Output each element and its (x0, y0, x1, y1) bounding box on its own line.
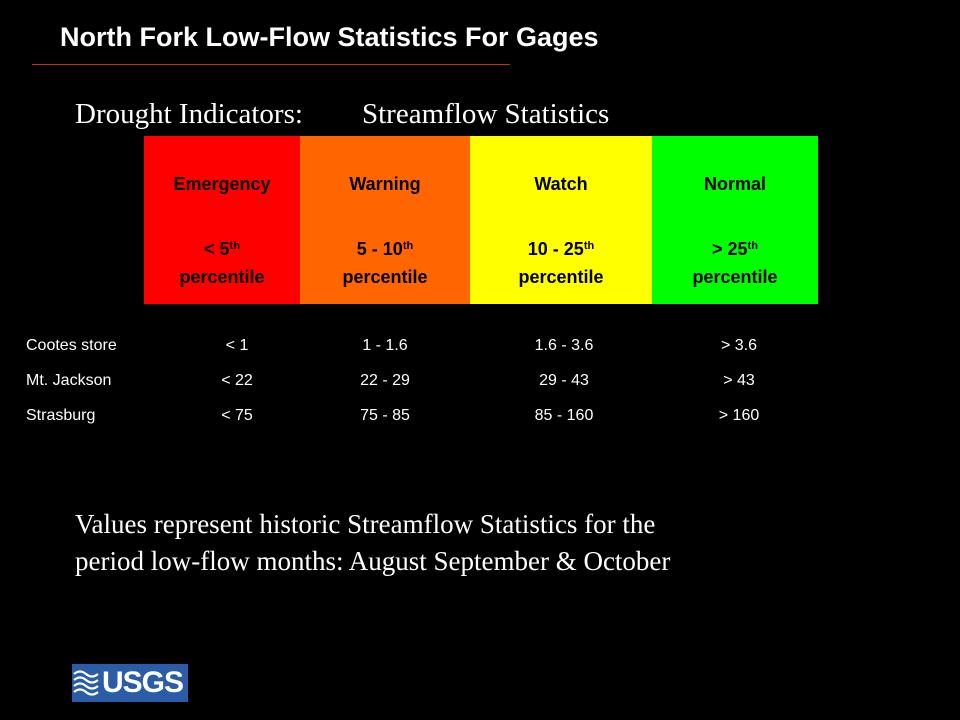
table-cell: 75 - 85 (360, 407, 410, 424)
footnote-line-1: Values represent historic Streamflow Sta… (75, 509, 656, 539)
table-cell: < 75 (221, 407, 253, 424)
band-emergency: Emergency < 5th percentile (144, 136, 300, 304)
category-label: Emergency (173, 174, 271, 194)
table-cell: > 43 (723, 372, 755, 389)
gage-name-strasburg: Strasburg (26, 407, 96, 424)
category-percentile: < 5th percentile (179, 239, 265, 287)
subtitle-streamflow-statistics: Streamflow Statistics (362, 98, 610, 130)
category-percentile: > 25th percentile (692, 239, 778, 287)
table-cell: < 22 (221, 372, 253, 389)
table-cell: > 160 (718, 407, 760, 424)
footnote: Values represent historic Streamflow Sta… (75, 506, 670, 580)
category-percentile: 5 - 10th percentile (342, 239, 428, 287)
table-cell: 85 - 160 (534, 407, 594, 424)
subtitle: Drought Indicators: Streamflow Statistics (75, 98, 609, 131)
table-cell: < 1 (225, 337, 249, 354)
footnote-line-2: period low-flow months: August September… (75, 546, 671, 576)
table-cell: > 3.6 (720, 337, 758, 354)
usgs-wave-icon (73, 670, 99, 696)
usgs-logo: USGS (72, 664, 188, 702)
logo-text: USGS (102, 666, 184, 699)
band-warning: Warning 5 - 10th percentile (300, 136, 470, 304)
title-underline (32, 64, 510, 65)
subtitle-drought-indicators: Drought Indicators: (75, 98, 303, 130)
band-watch: Watch 10 - 25th percentile (470, 136, 652, 304)
category-label: Warning (349, 174, 421, 194)
table-cell: 29 - 43 (539, 372, 589, 389)
page-title: North Fork Low-Flow Statistics For Gages (60, 22, 599, 52)
gage-name-cootes-store: Cootes store (26, 337, 117, 354)
category-label: Normal (703, 174, 766, 194)
category-percentile: 10 - 25th percentile (518, 239, 604, 287)
table-cell: 22 - 29 (360, 372, 410, 389)
category-label: Watch (534, 174, 588, 194)
table-cell: 1 - 1.6 (362, 337, 408, 354)
gage-name-mt-jackson: Mt. Jackson (26, 372, 112, 389)
table-cell: 1.6 - 3.6 (534, 337, 594, 354)
band-normal: Normal > 25th percentile (652, 136, 818, 304)
